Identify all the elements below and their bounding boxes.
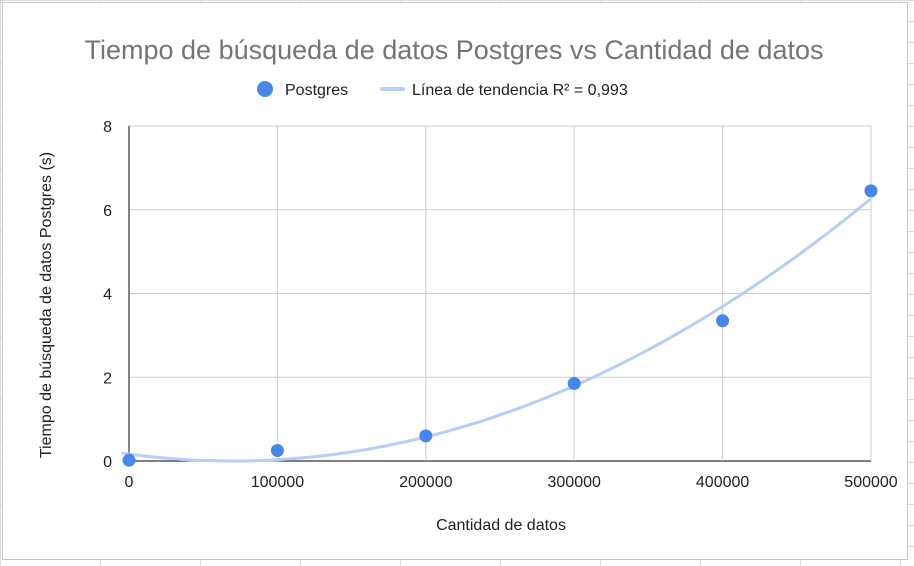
data-point-100000[interactable]: [270, 444, 284, 458]
x-tick-0: 0: [125, 474, 134, 491]
x-tick-200000: 200000: [399, 474, 452, 491]
y-tick-6: 6: [103, 203, 112, 220]
data-point-0[interactable]: [122, 453, 136, 467]
x-tick-300000: 300000: [548, 474, 601, 491]
legend-postgres-label: Postgres: [285, 82, 348, 99]
legend-trendline-label: Línea de tendencia R² = 0,993: [412, 82, 628, 99]
x-tick-500000: 500000: [844, 474, 897, 491]
legend-postgres-marker: [257, 81, 273, 97]
chart-title: Tiempo de búsqueda de datos Postgres vs …: [85, 35, 824, 65]
x-tick-400000: 400000: [696, 474, 749, 491]
y-tick-8: 8: [103, 119, 112, 136]
data-point-200000[interactable]: [419, 429, 433, 443]
data-points: [122, 184, 878, 467]
data-point-400000[interactable]: [716, 314, 730, 328]
chart-container[interactable]: Tiempo de búsqueda de datos Postgres vs …: [2, 2, 908, 560]
y-tick-0: 0: [103, 454, 112, 471]
trendline[interactable]: [121, 197, 872, 463]
y-axis-title: Tiempo de búsqueda de datos Postgres (s): [38, 152, 55, 458]
grid: [129, 125, 872, 462]
legend[interactable]: Postgres Línea de tendencia R² = 0,993: [257, 81, 628, 99]
x-tick-labels: 0 100000 200000 300000 400000 500000: [125, 474, 898, 491]
y-tick-labels: 0 2 4 6 8: [103, 119, 112, 471]
y-tick-2: 2: [103, 370, 112, 387]
data-point-500000[interactable]: [864, 184, 878, 198]
y-tick-4: 4: [103, 287, 112, 304]
x-axis-title: Cantidad de datos: [436, 517, 566, 534]
x-tick-100000: 100000: [251, 474, 304, 491]
scatter-chart[interactable]: Tiempo de búsqueda de datos Postgres vs …: [3, 3, 909, 561]
data-point-300000[interactable]: [567, 377, 581, 391]
